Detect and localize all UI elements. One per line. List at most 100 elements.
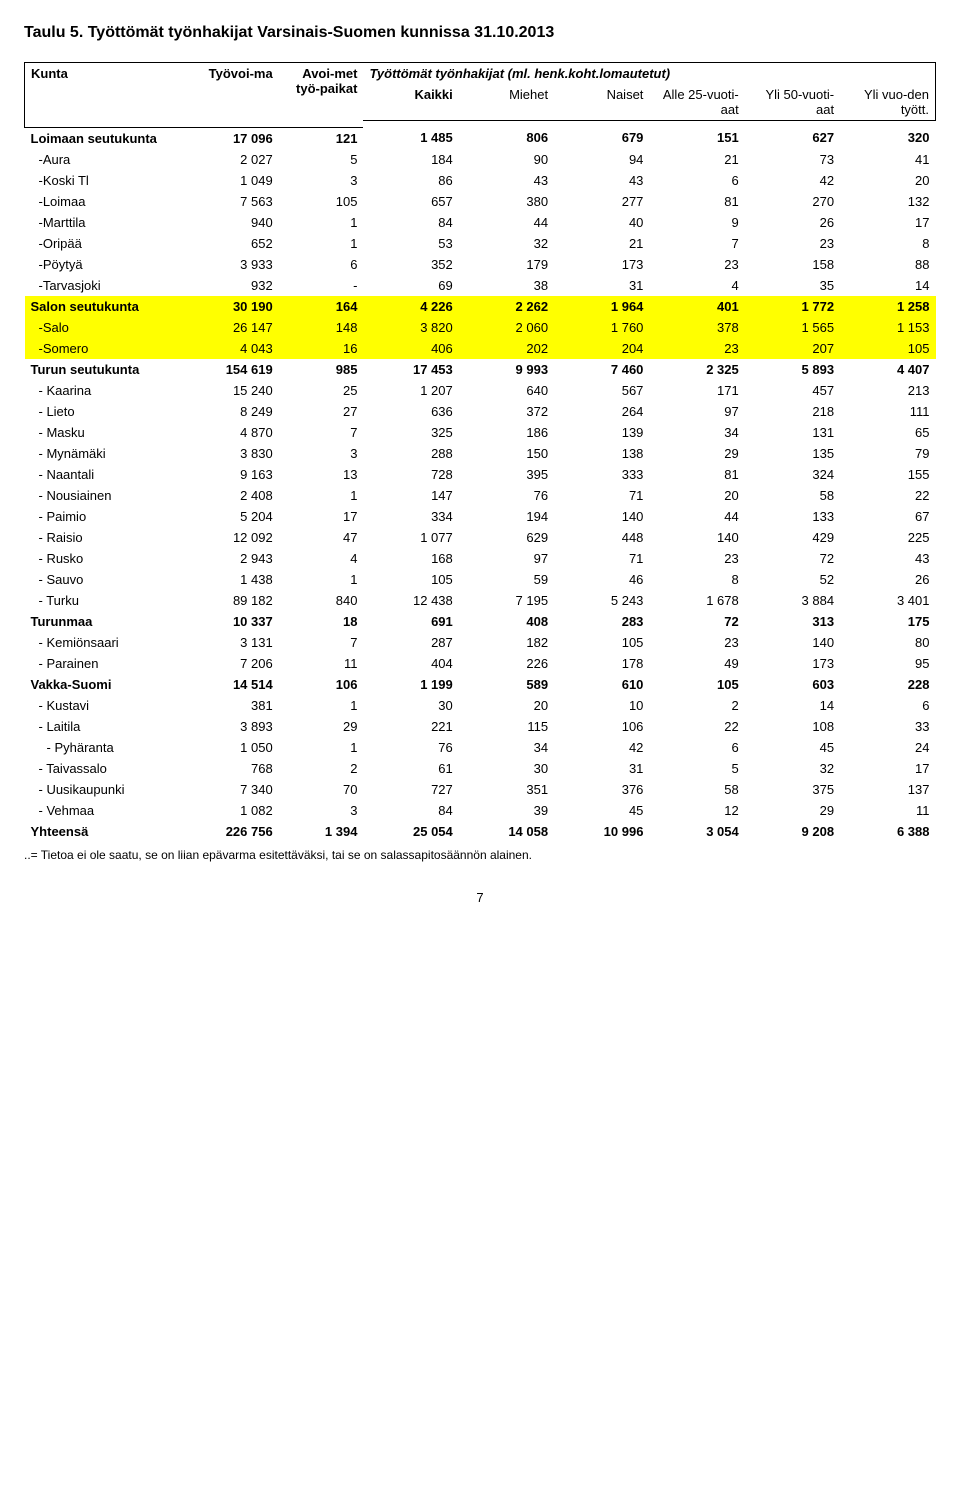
cell: 26 [840,569,935,590]
cell: 105 [649,674,744,695]
table-row: Loimaan seutukunta17 0961211 48580667915… [25,127,936,149]
table-row: - Mynämäki3 83032881501382913579 [25,443,936,464]
cell: 636 [363,401,458,422]
cell: 52 [745,569,840,590]
cell: 1 [279,233,364,254]
cell: 221 [363,716,458,737]
cell: 1 678 [649,590,744,611]
cell: 154 619 [183,359,278,380]
cell: 1 485 [363,127,458,149]
cell: 194 [459,506,554,527]
cell: 1 153 [840,317,935,338]
cell: 2 060 [459,317,554,338]
cell: 1 394 [279,821,364,842]
table-row: -Koski Tl1 049386434364220 [25,170,936,191]
row-label: -Marttila [25,212,184,233]
cell: 69 [363,275,458,296]
cell: 151 [649,127,744,149]
cell: 226 [459,653,554,674]
row-label: Turunmaa [25,611,184,632]
cell: 34 [649,422,744,443]
cell: 47 [279,527,364,548]
cell: 105 [554,632,649,653]
cell: 1 772 [745,296,840,317]
cell: 6 [649,170,744,191]
cell: 42 [745,170,840,191]
cell: 105 [840,338,935,359]
cell: 1 964 [554,296,649,317]
row-label: -Aura [25,149,184,170]
table-row: -Somero4 0431640620220423207105 [25,338,936,359]
cell: 457 [745,380,840,401]
cell: 3 [279,170,364,191]
row-label: Yhteensä [25,821,184,842]
cell: 408 [459,611,554,632]
cell: 5 893 [745,359,840,380]
cell: 3 [279,800,364,821]
row-label: -Salo [25,317,184,338]
cell: 94 [554,149,649,170]
cell: 5 243 [554,590,649,611]
cell: 182 [459,632,554,653]
row-label: -Tarvasjoki [25,275,184,296]
cell: 333 [554,464,649,485]
cell: 17 453 [363,359,458,380]
cell: 27 [279,401,364,422]
cell: 46 [554,569,649,590]
cell: 21 [554,233,649,254]
cell: 1 258 [840,296,935,317]
cell: 9 [649,212,744,233]
cell: 90 [459,149,554,170]
cell: 3 830 [183,443,278,464]
cell: 30 [363,695,458,716]
cell: 140 [554,506,649,527]
cell: 22 [649,716,744,737]
table-row: Vakka-Suomi14 5141061 199589610105603228 [25,674,936,695]
cell: 1 049 [183,170,278,191]
cell: 179 [459,254,554,275]
cell: 17 [840,758,935,779]
cell: 627 [745,127,840,149]
cell: 207 [745,338,840,359]
cell: 932 [183,275,278,296]
cell: 6 [279,254,364,275]
cell: 9 993 [459,359,554,380]
table-row: - Rusko2 94341689771237243 [25,548,936,569]
cell: 25 [279,380,364,401]
cell: 218 [745,401,840,422]
row-label: - Rusko [25,548,184,569]
cell: 381 [183,695,278,716]
cell: 10 996 [554,821,649,842]
row-label: Turun seutukunta [25,359,184,380]
cell: 270 [745,191,840,212]
table-row: Yhteensä226 7561 39425 05414 05810 9963 … [25,821,936,842]
cell: 287 [363,632,458,653]
cell: 34 [459,737,554,758]
cell: 131 [745,422,840,443]
cell: 111 [840,401,935,422]
row-label: Loimaan seutukunta [25,127,184,149]
hdr-ylivuoden: Yli vuo-den tyött. [840,84,935,121]
cell: 3 054 [649,821,744,842]
cell: 2 262 [459,296,554,317]
cell: 65 [840,422,935,443]
cell: 105 [279,191,364,212]
cell: 42 [554,737,649,758]
cell: 225 [840,527,935,548]
cell: 137 [840,779,935,800]
cell: 71 [554,548,649,569]
cell: 213 [840,380,935,401]
cell: 1 [279,569,364,590]
cell: 352 [363,254,458,275]
cell: 640 [459,380,554,401]
cell: 1 082 [183,800,278,821]
cell: 334 [363,506,458,527]
row-label: - Lieto [25,401,184,422]
cell: 32 [459,233,554,254]
cell: 14 514 [183,674,278,695]
cell: 264 [554,401,649,422]
hdr-alle25: Alle 25-vuoti-aat [649,84,744,121]
cell: 4 043 [183,338,278,359]
cell: 17 [840,212,935,233]
cell: 10 [554,695,649,716]
